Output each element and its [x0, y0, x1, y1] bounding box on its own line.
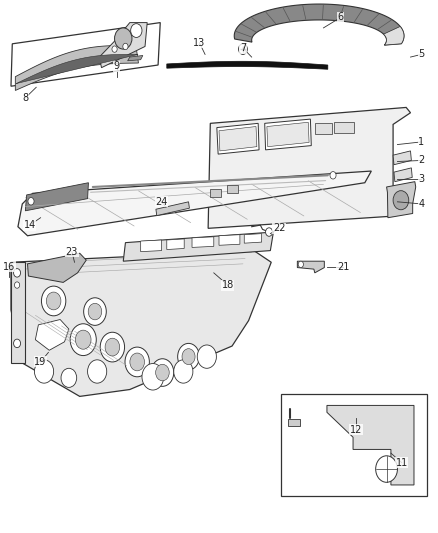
- Text: 22: 22: [273, 223, 285, 233]
- Circle shape: [130, 353, 145, 371]
- Circle shape: [42, 286, 66, 316]
- Text: 5: 5: [418, 50, 424, 59]
- Circle shape: [393, 191, 409, 210]
- Text: 24: 24: [155, 197, 168, 207]
- Text: 1: 1: [418, 137, 424, 147]
- Polygon shape: [15, 45, 138, 91]
- Circle shape: [88, 360, 107, 383]
- Polygon shape: [210, 189, 221, 197]
- Circle shape: [376, 456, 397, 482]
- Text: 13: 13: [193, 38, 205, 48]
- Text: 18: 18: [222, 280, 234, 290]
- Circle shape: [70, 324, 96, 356]
- Circle shape: [14, 282, 20, 288]
- Polygon shape: [217, 123, 259, 154]
- Circle shape: [28, 198, 34, 205]
- Polygon shape: [208, 108, 410, 228]
- Circle shape: [142, 364, 164, 390]
- Circle shape: [239, 44, 247, 54]
- Polygon shape: [18, 171, 371, 236]
- Circle shape: [61, 368, 77, 387]
- Circle shape: [75, 330, 91, 349]
- Circle shape: [84, 298, 106, 325]
- Text: 6: 6: [338, 12, 344, 22]
- Polygon shape: [394, 168, 412, 182]
- Polygon shape: [384, 27, 404, 45]
- Polygon shape: [393, 151, 411, 165]
- Polygon shape: [387, 182, 416, 217]
- Polygon shape: [315, 123, 332, 134]
- Circle shape: [131, 23, 142, 37]
- Polygon shape: [244, 233, 261, 243]
- Polygon shape: [156, 202, 189, 216]
- Text: 4: 4: [418, 199, 424, 209]
- Polygon shape: [267, 122, 309, 147]
- Circle shape: [330, 172, 336, 179]
- Text: 8: 8: [22, 93, 28, 103]
- Text: 23: 23: [66, 247, 78, 257]
- Polygon shape: [265, 119, 311, 150]
- Text: 16: 16: [3, 262, 15, 271]
- Polygon shape: [219, 235, 240, 245]
- Text: 7: 7: [240, 43, 246, 53]
- Circle shape: [46, 292, 61, 310]
- Polygon shape: [167, 61, 328, 69]
- Polygon shape: [327, 406, 414, 485]
- Polygon shape: [192, 237, 214, 247]
- Text: 3: 3: [418, 174, 424, 184]
- Polygon shape: [28, 253, 86, 282]
- Text: 19: 19: [35, 357, 47, 367]
- Polygon shape: [334, 122, 354, 133]
- Circle shape: [298, 261, 304, 268]
- Polygon shape: [123, 232, 273, 261]
- Polygon shape: [127, 55, 143, 61]
- Circle shape: [115, 28, 132, 49]
- Polygon shape: [167, 239, 184, 249]
- Circle shape: [112, 46, 117, 52]
- Polygon shape: [11, 262, 25, 363]
- Polygon shape: [227, 185, 238, 193]
- Polygon shape: [35, 319, 69, 350]
- Circle shape: [125, 347, 149, 377]
- Circle shape: [151, 359, 174, 386]
- Text: 9: 9: [114, 61, 120, 71]
- Circle shape: [265, 228, 272, 236]
- Circle shape: [105, 338, 120, 356]
- Polygon shape: [234, 4, 404, 45]
- Polygon shape: [99, 22, 147, 68]
- Circle shape: [123, 43, 128, 50]
- Circle shape: [88, 303, 102, 320]
- Polygon shape: [141, 240, 162, 252]
- Circle shape: [35, 360, 53, 383]
- Circle shape: [100, 332, 124, 362]
- Text: 14: 14: [24, 220, 36, 230]
- Text: 2: 2: [418, 156, 424, 165]
- Circle shape: [14, 269, 21, 277]
- Polygon shape: [288, 419, 300, 425]
- Text: 12: 12: [350, 425, 362, 435]
- Polygon shape: [11, 251, 271, 397]
- Polygon shape: [16, 54, 138, 84]
- Polygon shape: [219, 126, 257, 151]
- Polygon shape: [25, 183, 88, 211]
- Text: 11: 11: [396, 458, 408, 467]
- Circle shape: [182, 349, 195, 365]
- Circle shape: [14, 339, 21, 348]
- Circle shape: [178, 343, 199, 370]
- Circle shape: [174, 360, 193, 383]
- Circle shape: [197, 345, 216, 368]
- Text: 21: 21: [337, 262, 349, 271]
- Polygon shape: [297, 261, 324, 273]
- Circle shape: [155, 364, 169, 381]
